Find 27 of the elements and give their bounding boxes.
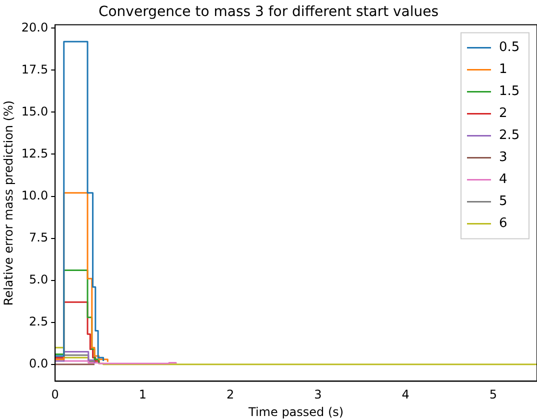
legend-label: 1.5	[499, 84, 520, 100]
y-axis-title: Relative error mass prediction (%)	[1, 100, 16, 306]
x-tick-label: 5	[489, 388, 498, 402]
legend-label: 3	[499, 150, 508, 166]
x-axis-title: Time passed (s)	[248, 404, 344, 419]
y-tick-label: 12.5	[21, 146, 48, 160]
y-tick-label: 5.0	[29, 272, 48, 286]
x-tick-label: 2	[226, 388, 234, 402]
x-tick-label: 3	[314, 388, 322, 402]
x-tick-label: 1	[138, 388, 147, 402]
y-tick-label: 10.0	[21, 188, 48, 202]
y-tick-label: 7.5	[29, 230, 48, 244]
y-tick-label: 20.0	[21, 20, 48, 34]
y-tick-label: 2.5	[29, 314, 48, 328]
legend-label: 1	[499, 62, 508, 78]
y-tick-label: 17.5	[21, 62, 48, 76]
x-tick-label: 0	[51, 388, 59, 402]
y-tick-label: 15.0	[21, 104, 48, 118]
chart-title: Convergence to mass 3 for different start values	[98, 4, 439, 20]
legend-label: 6	[499, 216, 508, 232]
legend-label: 5	[499, 194, 508, 210]
legend-label: 2	[499, 106, 508, 122]
x-tick-label: 4	[402, 388, 410, 402]
legend-label: 4	[499, 172, 508, 188]
y-tick-label: 0.0	[29, 356, 48, 371]
legend-label: 0.5	[499, 40, 520, 56]
legend-label: 2.5	[499, 128, 520, 144]
